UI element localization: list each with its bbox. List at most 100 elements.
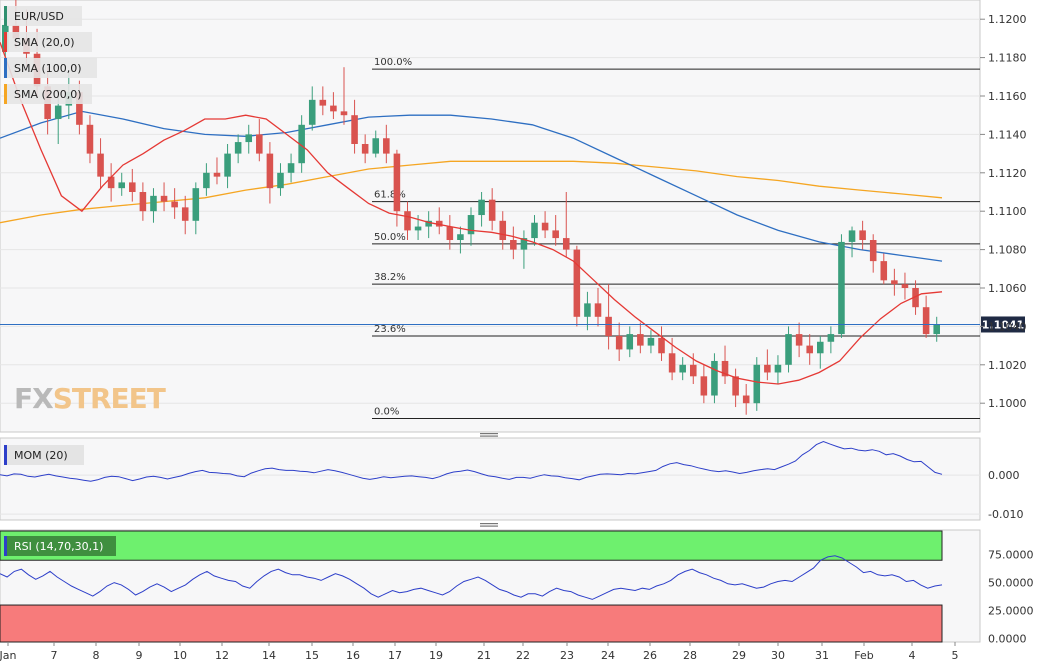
legend-item[interactable]: SMA (200,0) [4,84,92,104]
candle[interactable] [499,211,507,250]
candle[interactable] [340,67,348,125]
candle[interactable] [880,253,888,285]
candle[interactable] [626,326,634,358]
candle[interactable] [552,215,559,246]
date-tick: 15 [305,649,319,662]
candle[interactable] [234,134,242,164]
candle[interactable] [139,182,147,221]
legend-item[interactable]: RSI (14,70,30,1) [4,536,116,556]
candle[interactable] [298,115,305,173]
candle[interactable] [742,384,750,415]
candle[interactable] [753,357,761,411]
candle[interactable] [764,349,771,381]
candle[interactable] [838,234,845,338]
candle[interactable] [594,288,602,327]
candle[interactable] [658,326,665,361]
date-tick: 16 [346,649,360,662]
candle[interactable] [520,230,528,269]
date-tick: Jan [0,649,17,662]
candle[interactable] [859,220,866,250]
date-tick: 30 [771,649,785,662]
pane-resize-handle[interactable] [480,433,498,437]
momentum-panel [0,437,981,521]
candle[interactable] [351,99,358,154]
candle[interactable] [446,215,454,250]
candle[interactable] [584,291,591,331]
candle[interactable] [393,149,401,227]
candle[interactable] [891,268,898,296]
candle[interactable] [467,207,475,246]
candle[interactable] [287,153,295,183]
legend-item[interactable]: SMA (20,0) [4,32,92,52]
candle[interactable] [330,92,337,120]
candle[interactable] [372,130,380,158]
candle[interactable] [869,234,877,273]
candle[interactable] [933,316,940,342]
legend-item[interactable]: SMA (100,0) [4,58,97,78]
candle[interactable] [404,201,411,240]
candle[interactable] [160,182,168,212]
candle[interactable] [679,357,686,381]
candle[interactable] [192,182,200,235]
candle[interactable] [488,188,496,231]
candle[interactable] [774,355,782,384]
candle[interactable] [277,163,284,196]
candle[interactable] [308,86,316,131]
candle[interactable] [181,195,189,235]
legend-item[interactable]: MOM (20) [4,445,84,465]
candle[interactable] [531,215,538,246]
candle[interactable] [711,353,718,404]
candle[interactable] [795,322,803,358]
candle[interactable] [213,157,221,185]
candle[interactable] [827,326,835,354]
candle[interactable] [435,207,443,235]
candle[interactable] [118,172,126,196]
candle[interactable] [86,115,94,164]
candle[interactable] [785,326,792,373]
price-tick: 1.1000 [988,397,1027,410]
candle[interactable] [721,345,729,384]
candle[interactable] [224,144,231,189]
candle[interactable] [203,163,210,196]
rsi-tick: 25.0000 [988,605,1034,618]
candle[interactable] [541,211,549,239]
candle[interactable] [361,134,369,164]
candle[interactable] [732,368,739,408]
candle[interactable] [457,226,464,254]
candle[interactable] [129,168,136,202]
candle[interactable] [319,86,327,116]
candle[interactable] [107,163,115,202]
candle[interactable] [150,188,157,223]
candle[interactable] [605,284,612,350]
candle[interactable] [922,295,930,338]
candle[interactable] [266,142,274,204]
candle[interactable] [171,188,178,219]
candle[interactable] [816,336,824,369]
candle[interactable] [425,211,432,239]
candle[interactable] [615,322,623,361]
candle[interactable] [848,226,856,258]
candle[interactable] [245,124,253,154]
candle[interactable] [700,364,708,404]
date-tick: 21 [477,649,491,662]
candle[interactable] [562,192,570,258]
candle[interactable] [256,119,263,162]
legend-item[interactable]: EUR/USD [4,6,82,26]
candle[interactable] [478,192,485,227]
candle[interactable] [637,322,644,354]
candle[interactable] [912,280,919,315]
candle[interactable] [647,330,655,354]
candle[interactable] [97,138,104,189]
pane-resize-handle[interactable] [480,523,498,527]
candlestick-series[interactable] [2,0,940,415]
legend-label: MOM (20) [14,449,68,462]
fibonacci-levels: 100.0% 61.8% 50.0% 38.2% 23.6% 0.0% [372,57,980,420]
candle[interactable] [901,272,909,300]
candle[interactable] [806,334,813,365]
mom-line [0,440,943,482]
candle[interactable] [510,226,517,260]
candle[interactable] [573,245,581,327]
candle[interactable] [383,124,390,164]
